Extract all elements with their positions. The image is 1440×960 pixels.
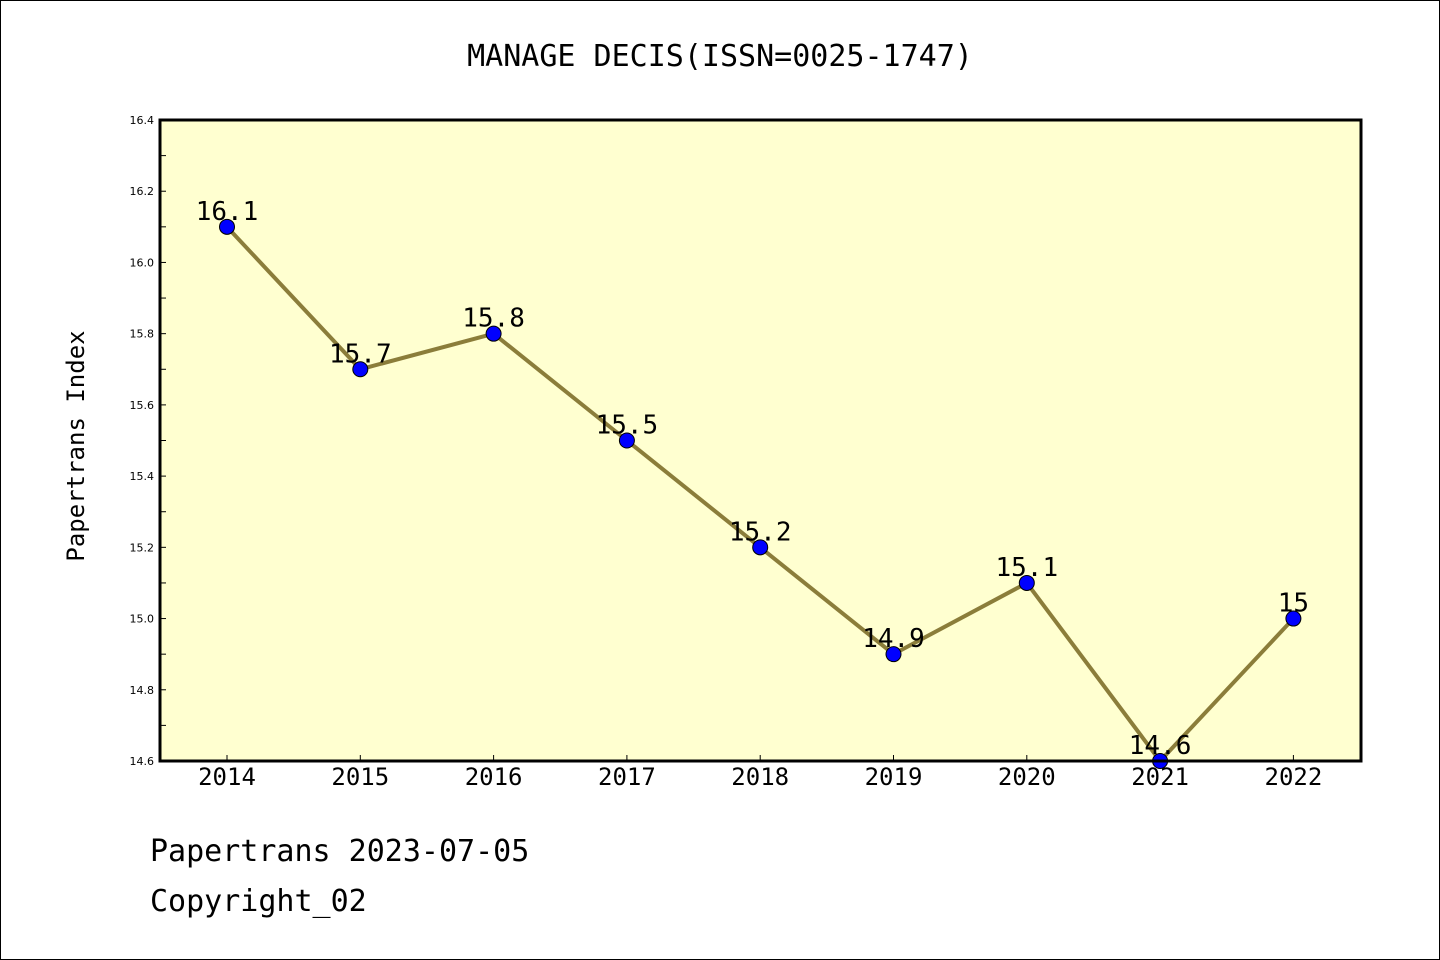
x-tick-label: 2020: [998, 763, 1056, 791]
data-label: 15.5: [596, 411, 659, 441]
data-point: [752, 539, 769, 556]
y-tick-label: 15.6: [130, 399, 155, 412]
data-label: 16.1: [196, 197, 259, 227]
data-point: [618, 432, 635, 449]
y-tick-label: 14.8: [130, 684, 155, 697]
x-tick-label: 2018: [731, 763, 789, 791]
data-label: 15.7: [329, 339, 392, 369]
y-tick-label: 16.0: [130, 256, 155, 269]
y-tick-label: 15.4: [130, 470, 155, 483]
y-tick-label: 16.4: [130, 114, 155, 127]
data-label: 14.9: [862, 624, 925, 654]
data-point: [352, 361, 369, 378]
data-label: 14.6: [1129, 731, 1192, 761]
data-label: 15.8: [462, 304, 525, 334]
footer-copyright: Copyright_02: [150, 884, 367, 919]
data-point: [1018, 574, 1035, 591]
footer-date: Papertrans 2023-07-05: [150, 834, 530, 869]
x-tick-label: 2016: [465, 763, 523, 791]
y-tick-label: 15.8: [130, 328, 155, 341]
x-tick-label: 2022: [1265, 763, 1323, 791]
y-tick-label: 14.6: [130, 755, 155, 768]
data-label: 15.2: [729, 517, 792, 547]
x-tick-label: 2015: [331, 763, 389, 791]
data-point: [1285, 610, 1302, 627]
data-point: [219, 218, 235, 235]
plot-border: [158, 118, 1363, 763]
data-label: 15.1: [995, 553, 1058, 583]
data-point: [485, 325, 502, 342]
y-tick-label: 15.2: [130, 541, 155, 554]
data-labels: 16.1 15.7 15.8 15.5 15.2 14.9 15.1 14.6 15: [196, 197, 1309, 761]
plot-area: [160, 120, 1361, 761]
x-tick-label: 2019: [865, 763, 923, 791]
x-tick-label: 2017: [598, 763, 656, 791]
chart-title: MANAGE DECIS(ISSN=0025-1747): [467, 39, 973, 74]
data-label: 15: [1278, 589, 1309, 619]
x-tick-label: 2014: [198, 763, 256, 791]
data-point: [885, 646, 902, 663]
y-tick-label: 15.0: [130, 613, 155, 626]
y-tick-label: 16.2: [130, 185, 155, 198]
y-axis-label: Papertrans Index: [62, 330, 90, 561]
